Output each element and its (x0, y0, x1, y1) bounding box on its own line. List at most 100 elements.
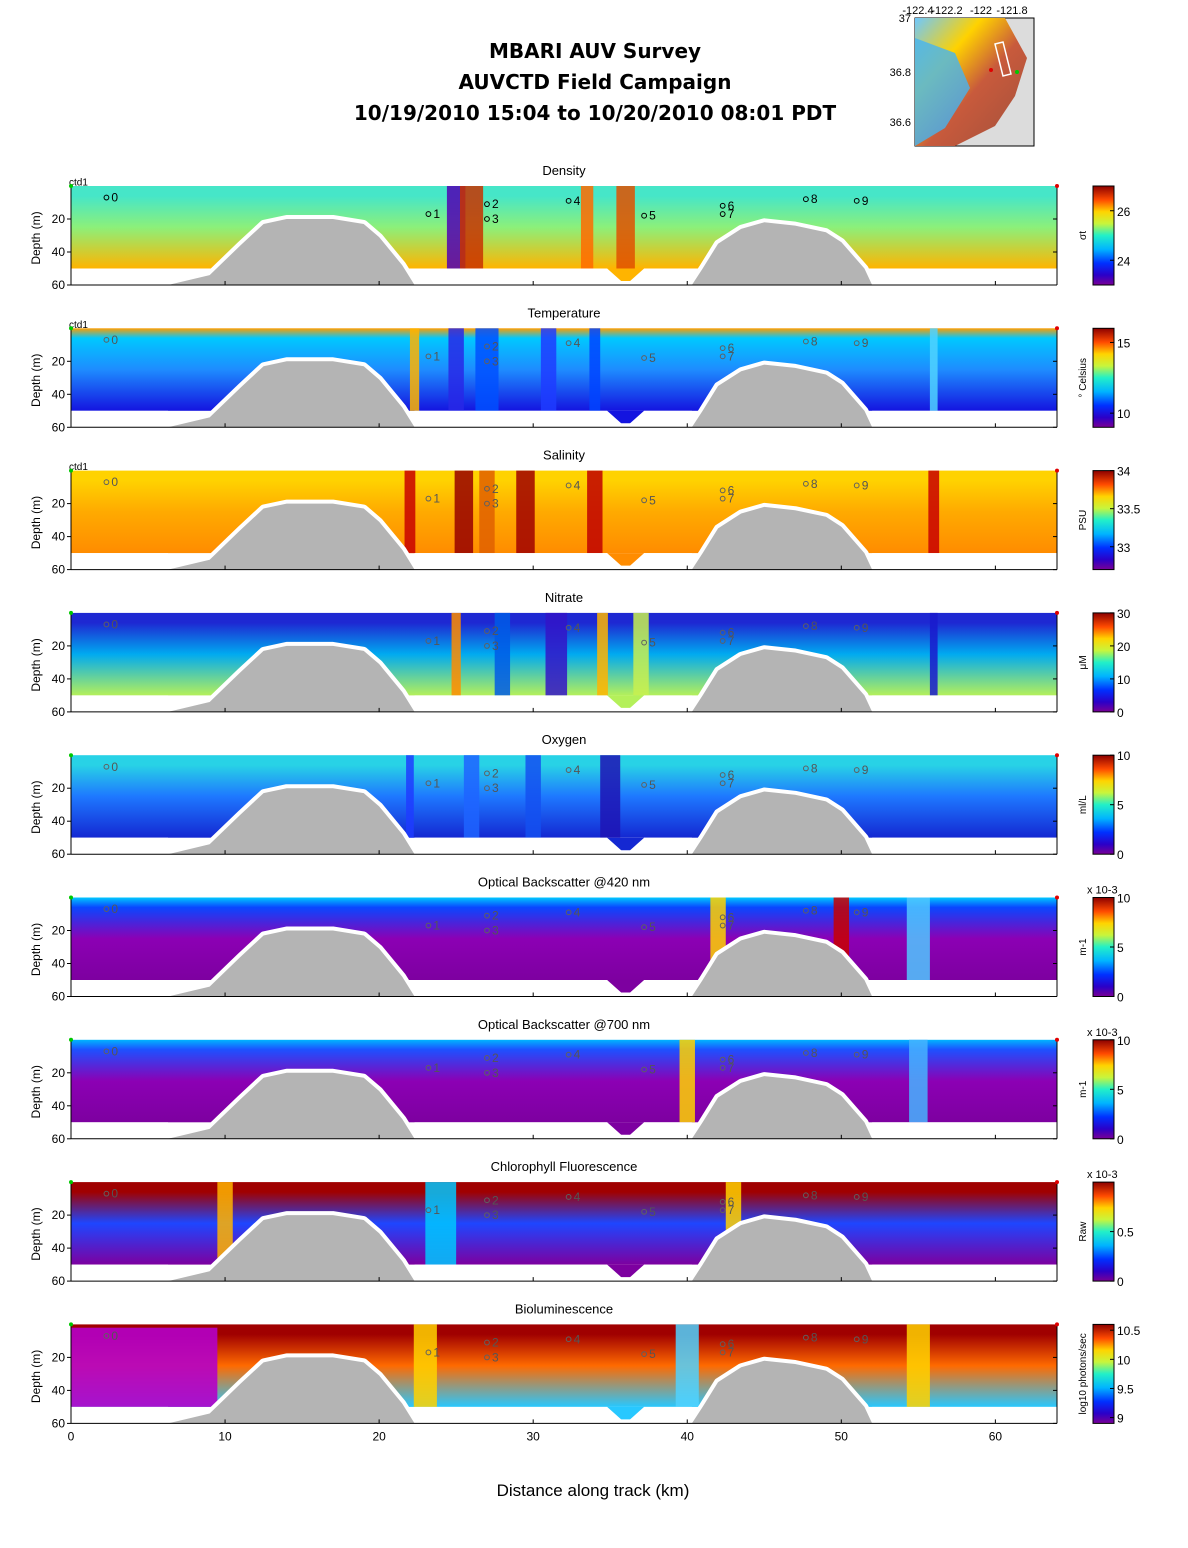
station-marker (853, 909, 860, 916)
x-tick-label: 20 (372, 1429, 386, 1443)
station-label: 8 (811, 477, 818, 491)
station-marker (853, 482, 860, 489)
data-streak (460, 186, 484, 269)
station-marker (802, 907, 809, 914)
map-y-tick-label: 36.8 (890, 67, 911, 79)
station-label: 2 (492, 624, 499, 638)
bathymetry-gap (644, 1264, 692, 1282)
station-label: 3 (492, 1066, 499, 1080)
station-label: 8 (811, 192, 818, 206)
station-label: 4 (574, 1190, 581, 1204)
station-marker (802, 1334, 809, 1341)
data-notch (607, 1406, 645, 1424)
panel-title: Salinity (543, 448, 585, 463)
data-notch (607, 695, 645, 712)
colorbar-tick-label: 34 (1117, 465, 1131, 479)
panel-title: Optical Backscatter @420 nm (478, 875, 650, 890)
platform-label: ctd1 (69, 462, 88, 473)
title-line-2: AUVCTD Field Campaign (458, 70, 732, 94)
x-tick-label: 0 (68, 1429, 75, 1443)
y-tick-label: 40 (52, 814, 66, 828)
station-marker (641, 1066, 648, 1073)
colorbar (1092, 470, 1115, 571)
y-tick-label: 40 (52, 1241, 66, 1255)
data-streak (475, 328, 499, 411)
station-marker (719, 922, 726, 929)
station-marker (719, 353, 726, 360)
y-tick-label: 60 (52, 1416, 66, 1430)
x-tick-label: 30 (527, 1429, 541, 1443)
station-label: 7 (728, 1345, 735, 1359)
station-marker (103, 906, 110, 912)
station-label: 7 (728, 492, 735, 506)
station-marker (484, 1212, 490, 1218)
colorbar-multiplier: x 10-3 (1087, 1169, 1118, 1181)
y-tick-label: 20 (52, 924, 66, 938)
y-tick-label: 20 (52, 1066, 66, 1080)
data-streak (404, 470, 416, 554)
station-label: 7 (728, 349, 735, 363)
colorbar-tick-label: 5 (1117, 799, 1124, 813)
colorbar-tick-label: 5 (1117, 941, 1124, 955)
station-label: 3 (492, 354, 499, 368)
station-marker (425, 638, 432, 644)
y-axis-label: Depth (m) (29, 1350, 43, 1403)
station-marker (565, 1194, 572, 1200)
bathymetry-gap (872, 980, 1057, 997)
panel-title: Density (542, 163, 586, 178)
station-marker (802, 765, 809, 772)
station-marker (425, 211, 432, 217)
track-end-marker (1055, 753, 1059, 758)
station-label: 0 (111, 1044, 118, 1058)
data-notch (607, 410, 645, 428)
colorbar-units: PSU (1078, 510, 1089, 531)
map-end-marker (989, 68, 993, 72)
bathymetry-gap (644, 980, 692, 997)
bathymetry (71, 503, 1057, 570)
station-label: 3 (492, 639, 499, 653)
bathymetry-gap (872, 1406, 1057, 1424)
data-streak (616, 186, 635, 269)
station-marker (719, 211, 726, 217)
station-marker (103, 621, 110, 628)
station-marker (103, 336, 110, 343)
station-marker (719, 914, 726, 921)
station-marker (565, 1336, 572, 1343)
panel-title: Bioluminescence (515, 1301, 613, 1316)
colorbar (1092, 1323, 1115, 1424)
station-label: 2 (492, 197, 499, 211)
station-marker (484, 201, 490, 208)
station-marker (103, 479, 110, 486)
y-tick-label: 40 (52, 1383, 66, 1397)
data-streak (454, 470, 474, 554)
station-label: 5 (649, 920, 656, 934)
bathymetry-gap (71, 553, 169, 570)
y-tick-label: 60 (52, 847, 66, 861)
station-label: 8 (811, 904, 818, 918)
data-notch (607, 1122, 645, 1139)
y-tick-label: 20 (52, 1208, 66, 1222)
station-label: 5 (649, 351, 656, 365)
station-marker (641, 355, 648, 361)
map-x-tick-label: -122.4 (902, 5, 933, 17)
bathymetry-gap (71, 980, 169, 997)
colorbar-tick-label: 10 (1117, 892, 1131, 906)
station-label: 8 (811, 335, 818, 349)
data-streak (425, 1182, 457, 1265)
station-label: 4 (574, 1332, 581, 1346)
y-axis-label: Depth (m) (29, 211, 43, 264)
station-label: 4 (574, 478, 581, 492)
track-end-marker (1055, 1037, 1059, 1042)
colorbar-multiplier: x 10-3 (1087, 885, 1118, 897)
bathymetry-gap (71, 695, 169, 712)
panel-title: Oxygen (542, 732, 587, 747)
station-marker (484, 1197, 490, 1204)
map-x-tick-label: -122 (970, 5, 992, 17)
station-label: 3 (492, 781, 499, 795)
bathymetry-gap (872, 410, 1057, 428)
station-label: 6 (728, 1053, 735, 1067)
station-label: 5 (649, 636, 656, 650)
station-marker (853, 340, 860, 347)
